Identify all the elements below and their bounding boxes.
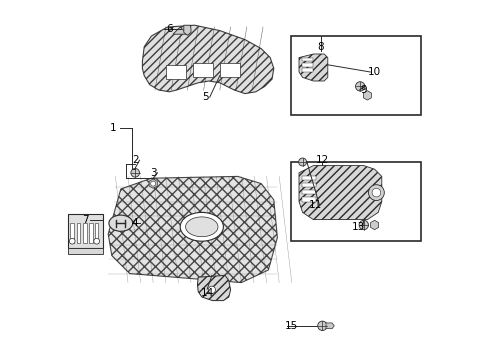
Polygon shape	[299, 166, 382, 220]
Text: 10: 10	[368, 67, 381, 77]
Circle shape	[368, 185, 384, 201]
Text: 3: 3	[150, 168, 156, 178]
Text: 2: 2	[132, 155, 139, 165]
Text: 11: 11	[309, 200, 322, 210]
Circle shape	[359, 220, 368, 230]
Circle shape	[356, 82, 365, 91]
Bar	[71, 223, 74, 243]
Circle shape	[208, 286, 216, 293]
Polygon shape	[184, 25, 191, 35]
Polygon shape	[149, 179, 157, 188]
Bar	[302, 183, 316, 187]
Circle shape	[318, 321, 327, 330]
Circle shape	[151, 181, 156, 186]
Bar	[302, 197, 316, 202]
Text: 15: 15	[285, 321, 298, 331]
Bar	[83, 223, 87, 243]
Ellipse shape	[180, 212, 223, 241]
Ellipse shape	[186, 217, 218, 237]
Bar	[68, 214, 103, 248]
Bar	[302, 68, 313, 72]
Text: 13: 13	[352, 222, 365, 232]
Text: 5: 5	[202, 92, 209, 102]
Text: 12: 12	[316, 155, 329, 165]
Polygon shape	[299, 54, 328, 81]
Bar	[291, 162, 421, 241]
Bar	[291, 36, 421, 115]
Text: 7: 7	[83, 215, 89, 225]
Bar	[302, 58, 313, 61]
Circle shape	[131, 168, 140, 177]
Polygon shape	[108, 176, 277, 283]
Polygon shape	[143, 25, 274, 94]
Polygon shape	[364, 91, 371, 100]
Bar	[220, 63, 240, 77]
Bar	[90, 223, 93, 243]
Polygon shape	[173, 27, 187, 34]
Circle shape	[298, 158, 307, 166]
Bar	[302, 176, 316, 180]
Polygon shape	[326, 323, 334, 329]
Text: 9: 9	[361, 85, 367, 95]
Bar	[302, 190, 316, 194]
Text: 1: 1	[110, 123, 117, 133]
Text: 14: 14	[200, 288, 214, 298]
Bar	[166, 65, 186, 79]
Text: 8: 8	[318, 42, 324, 52]
Circle shape	[69, 238, 75, 244]
Ellipse shape	[109, 215, 133, 231]
Bar	[193, 63, 213, 77]
Bar	[68, 248, 103, 254]
Bar	[302, 63, 313, 67]
Bar	[95, 223, 98, 243]
Circle shape	[372, 188, 381, 197]
Bar	[76, 223, 80, 243]
Polygon shape	[370, 220, 379, 230]
Circle shape	[94, 238, 99, 244]
Polygon shape	[197, 275, 231, 301]
Text: 4: 4	[132, 218, 139, 228]
Text: 6: 6	[166, 24, 172, 34]
